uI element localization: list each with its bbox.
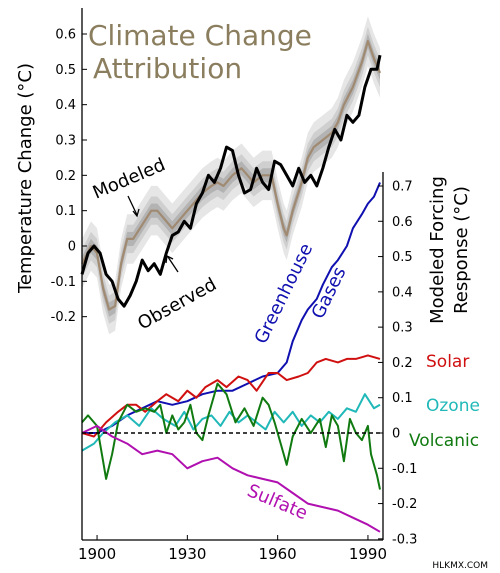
series-layer: [80, 40, 383, 533]
forcing-tick-label: 0.2: [392, 356, 413, 371]
year-tick-label: 1900: [78, 545, 116, 563]
solar-line: [81, 354, 381, 438]
forcing-ylabel-line-2: Response (°C): [451, 186, 472, 314]
forcing-tick-label: -0.3: [392, 532, 417, 547]
year-tick-label: 1960: [259, 545, 297, 563]
forcing-tick-label: 0.1: [392, 391, 413, 406]
forcing-tick-label: 0.6: [392, 215, 413, 230]
temperature-tick-label: -0.1: [51, 275, 76, 290]
temperature-tick-label: 0.6: [55, 28, 76, 43]
temperature-tick-label: 0.1: [55, 204, 76, 219]
temperature-tick-label: 0.4: [55, 98, 76, 113]
modeled-band-3: [82, 34, 380, 317]
forcing-tick-label: -0.2: [392, 497, 417, 512]
watermark: HLKMX.COM: [432, 561, 488, 571]
year-tick-label: 1930: [168, 545, 206, 563]
solar-series-label: Solar: [426, 352, 469, 372]
greenhouse-label-line-1: Greenhouse: [251, 240, 318, 347]
greenhouse-label-line-2: Gases: [308, 264, 351, 322]
modeled-line: [81, 40, 382, 311]
forcing-tick-label: 0.7: [392, 180, 413, 195]
volcanic-series-label: Volcanic: [409, 431, 479, 451]
forcing-tick-label: 0.5: [392, 250, 413, 265]
forcing-tick-label: 0.4: [392, 285, 413, 300]
year-tick-label: 1990: [349, 545, 387, 563]
axes: [81, 8, 384, 541]
forcing-tick-label: 0: [392, 427, 400, 442]
observed-annotation: Observed: [134, 274, 220, 334]
modeled-arrowhead: [132, 208, 140, 218]
temperature-tick-label: 0.3: [55, 134, 76, 149]
temperature-tick-label: 0.2: [55, 169, 76, 184]
forcing-tick-label: 0.3: [392, 321, 413, 336]
temperature-tick-label: -0.2: [51, 310, 76, 325]
volcanic-line: [81, 382, 381, 490]
sulfate-series-label: Sulfate: [244, 480, 311, 524]
forcing-tick-label: -0.1: [392, 462, 417, 477]
temperature-tick-label: 0: [68, 240, 76, 255]
modeled-uncertainty-bands: [82, 16, 380, 335]
chart-title-line-1: Climate Change: [88, 19, 312, 52]
chart-title-line-2: Attribution: [93, 52, 242, 85]
sulfate-line: [81, 424, 381, 533]
tick-labels: -0.2 -0.1 0 0.1 0.2 0.3 0.4 0.5 0.6 -0.3 -0.2 -0.1 0…: [51, 28, 418, 564]
temperature-ylabel: Temperature Change (°C): [15, 63, 36, 294]
ozone-series-label: Ozone: [426, 396, 480, 416]
ozone-line: [81, 393, 381, 452]
observed-annotation-arrow: [167, 256, 179, 273]
observed-line: [80, 54, 382, 308]
greenhouse-line: [82, 182, 381, 434]
temperature-tick-label: 0.5: [55, 63, 76, 78]
observed-arrowhead: [165, 255, 174, 264]
modeled-annotation-arrow: [127, 195, 138, 216]
forcing-ylabel-line-1: Modeled Forcing: [427, 176, 448, 324]
